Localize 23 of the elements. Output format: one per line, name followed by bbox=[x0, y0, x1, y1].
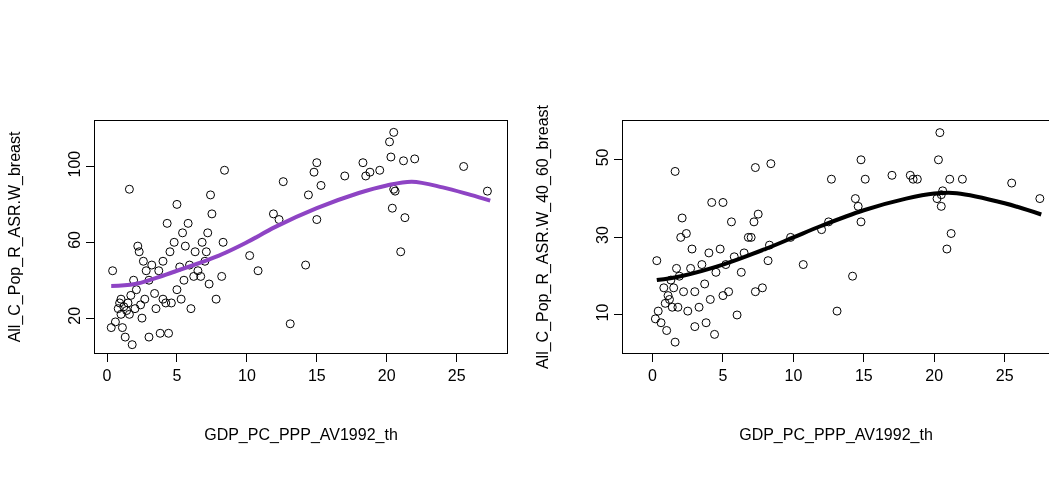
x-tick-label: 15 bbox=[307, 367, 326, 385]
x-tick-label: 25 bbox=[995, 367, 1014, 385]
y-tick-label: 30 bbox=[593, 225, 611, 244]
x-tick-label: 0 bbox=[102, 367, 112, 385]
x-tick-label: 15 bbox=[854, 367, 873, 385]
x-tick-label: 10 bbox=[784, 367, 803, 385]
y-axis-title: All_C_Pop_R_ASR.W_breast bbox=[6, 131, 25, 343]
x-tick-label: 5 bbox=[718, 367, 728, 385]
x-tick-label: 20 bbox=[377, 367, 396, 385]
y-tick-label: 10 bbox=[593, 303, 611, 322]
y-tick-label: 100 bbox=[65, 150, 83, 178]
x-tick-label: 25 bbox=[447, 367, 466, 385]
y-axis-title: All_C_Pop_R_ASR.W_40_60_breast bbox=[534, 104, 553, 370]
y-tick-label: 50 bbox=[593, 148, 611, 167]
x-tick-label: 5 bbox=[172, 367, 182, 385]
y-tick-label: 60 bbox=[65, 230, 83, 249]
y-tick-label: 20 bbox=[65, 306, 83, 325]
x-axis-title: GDP_PC_PPP_AV1992_th bbox=[204, 425, 398, 444]
x-tick-label: 20 bbox=[925, 367, 944, 385]
x-tick-label: 0 bbox=[648, 367, 658, 385]
x-tick-label: 10 bbox=[237, 367, 256, 385]
line-series bbox=[654, 190, 1044, 283]
x-axis-title: GDP_PC_PPP_AV1992_th bbox=[739, 425, 933, 444]
